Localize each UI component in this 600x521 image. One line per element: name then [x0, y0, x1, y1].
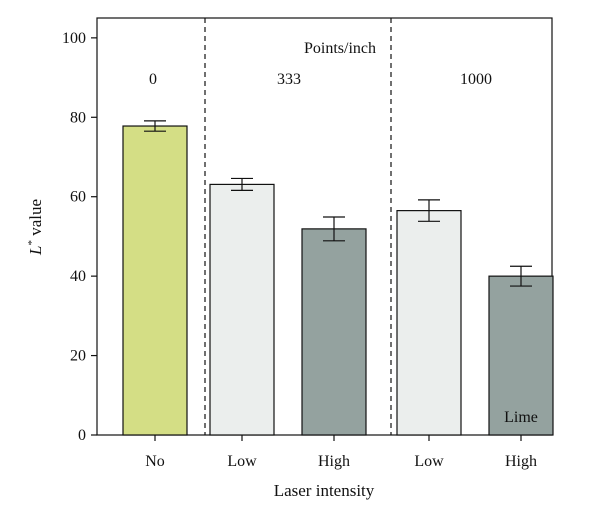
y-tick-label-1: 20 [70, 348, 86, 365]
y-axis-title-sup: * [26, 240, 38, 246]
bars [122, 125, 554, 436]
x-tick-label-3: Low [414, 453, 444, 470]
bar-annotation: Lime [504, 409, 538, 426]
bar-1 [209, 183, 275, 436]
x-axis: No Low High Low High [145, 435, 537, 470]
y-axis-title: L* value [26, 199, 45, 256]
bar-0 [122, 125, 188, 436]
bar-3 [396, 210, 462, 436]
group-header: Points/inch [304, 40, 376, 57]
x-tick-label-2: High [318, 453, 350, 470]
group-dividers [204, 18, 392, 435]
x-tick-label-1: Low [227, 453, 257, 470]
y-tick-label-3: 60 [70, 189, 86, 206]
group-label-2: 1000 [460, 71, 492, 88]
y-axis: 0 20 40 60 80 100 [62, 30, 97, 444]
y-axis-title-rest: value [26, 199, 45, 240]
y-tick-label-4: 80 [70, 109, 86, 126]
y-axis-title-main: L [26, 246, 45, 256]
group-label-1: 333 [277, 71, 301, 88]
y-tick-label-5: 100 [62, 30, 86, 47]
y-tick-label-0: 0 [78, 427, 86, 444]
bar-2 [301, 228, 367, 436]
y-tick-label-2: 40 [70, 268, 86, 285]
group-labels: 0 333 1000 Lime [149, 71, 538, 426]
x-tick-label-0: No [145, 453, 165, 470]
error-bars [144, 120, 532, 287]
x-axis-title: Laser intensity [274, 481, 375, 500]
x-tick-label-4: High [505, 453, 537, 470]
group-label-0: 0 [149, 71, 157, 88]
bar-4 [488, 275, 554, 436]
